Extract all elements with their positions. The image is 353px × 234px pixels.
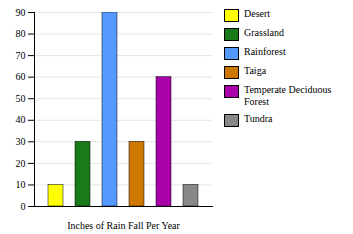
svg-text:40: 40 xyxy=(16,114,26,125)
svg-text:80: 80 xyxy=(16,28,26,39)
svg-text:20: 20 xyxy=(16,158,26,169)
svg-text:30: 30 xyxy=(16,136,26,147)
svg-text:90: 90 xyxy=(16,7,26,18)
html-text:Taiga: Taiga xyxy=(244,65,267,76)
svg-text:10: 10 xyxy=(16,179,26,190)
svg-text:60: 60 xyxy=(16,71,26,82)
html-text:Grassland: Grassland xyxy=(244,27,284,38)
svg-text:0: 0 xyxy=(21,201,26,212)
html-text:Temperate Deciduous Forest: Temperate Deciduous Forest xyxy=(244,84,332,107)
svg-text:Inches of Rain Fall Per Year: Inches of Rain Fall Per Year xyxy=(67,220,180,231)
html-text:Tundra: Tundra xyxy=(244,113,273,124)
html-text:Desert: Desert xyxy=(244,8,271,19)
svg-text:50: 50 xyxy=(16,93,26,104)
html-text:Rainforest: Rainforest xyxy=(244,46,286,57)
svg-text:70: 70 xyxy=(16,50,26,61)
